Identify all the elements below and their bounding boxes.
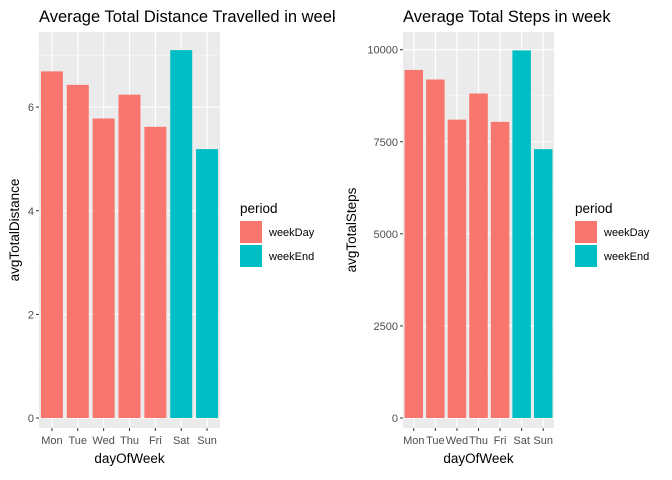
chart-title: Average Total Distance Travelled in week [39, 8, 341, 26]
legend: period weekDay weekEnd [240, 201, 315, 267]
y-tick-label: 0 [28, 413, 34, 425]
bar-tue [66, 84, 89, 418]
y-tick-label: 2500 [374, 321, 398, 333]
x-tick-label: Mon [403, 435, 424, 447]
bar-sat [512, 50, 531, 419]
y-axis-title: avgTotalDistance [7, 179, 22, 282]
bar-mon [404, 69, 424, 419]
x-tick-label: Mon [41, 435, 62, 447]
bar-mon [40, 71, 63, 418]
legend-label-weekend: weekEnd [603, 251, 649, 263]
x-tick-label: Tue [426, 435, 445, 447]
x-tick-label: Fri [494, 435, 507, 447]
y-tick-label: 6 [28, 102, 34, 114]
bar-sun [196, 149, 219, 418]
legend-label-weekday: weekDay [268, 227, 315, 239]
y-tick-label: 2 [28, 309, 34, 321]
legend-title: period [575, 201, 613, 216]
x-tick-label: Sat [173, 435, 190, 447]
title-group: Average Total Distance Travelled in week [39, 8, 341, 26]
chart-title: Average Total Steps in week [403, 8, 611, 26]
bar-thu [469, 93, 488, 418]
bar-sat [170, 50, 193, 419]
chart-1: 0 2 4 6 Mon Tue Wed Thu Fri Sat Sun dayOfWeek avgTot… [7, 8, 341, 466]
legend-key-weekday [240, 221, 262, 243]
title-group: Average Total Steps in week [403, 8, 611, 26]
x-axis-title: dayOfWeek [443, 451, 514, 466]
y-tick-label: 10000 [367, 45, 398, 57]
y-tick-label: 0 [392, 413, 398, 425]
bar-thu [118, 94, 141, 418]
x-axis-title: dayOfWeek [94, 451, 165, 466]
x-tick-label: Sat [513, 435, 530, 447]
bar-wed [92, 118, 115, 418]
x-tick-label: Tue [69, 435, 88, 447]
legend-key-weekday [575, 221, 597, 243]
legend-key-weekend [575, 245, 597, 267]
x-tick-label: Sun [533, 435, 553, 447]
x-tick-label: Sun [197, 435, 217, 447]
x-tick-label: Wed [92, 435, 114, 447]
legend-label-weekend: weekEnd [268, 251, 314, 263]
bar-sun [533, 149, 553, 418]
x-tick-label: Wed [446, 435, 468, 447]
bar-fri [490, 121, 510, 418]
bar-fri [144, 126, 167, 419]
bar-wed [447, 119, 467, 418]
x-tick-label: Thu [120, 435, 139, 447]
legend-key-weekend [240, 245, 262, 267]
legend-title: period [240, 201, 278, 216]
legend-label-weekday: weekDay [603, 227, 650, 239]
x-tick-label: Fri [149, 435, 162, 447]
legend: period weekDay weekEnd [575, 201, 650, 267]
x-tick-label: Thu [469, 435, 488, 447]
chart-2: 0 2500 5000 7500 10000 Mon Tue Wed Thu Fri Sat Sun d… [344, 8, 650, 466]
y-axis-title: avgTotalSteps [344, 187, 359, 272]
y-tick-label: 7500 [374, 137, 398, 149]
y-tick-label: 5000 [374, 229, 398, 241]
y-tick-label: 4 [28, 206, 34, 218]
bar-tue [426, 79, 445, 418]
